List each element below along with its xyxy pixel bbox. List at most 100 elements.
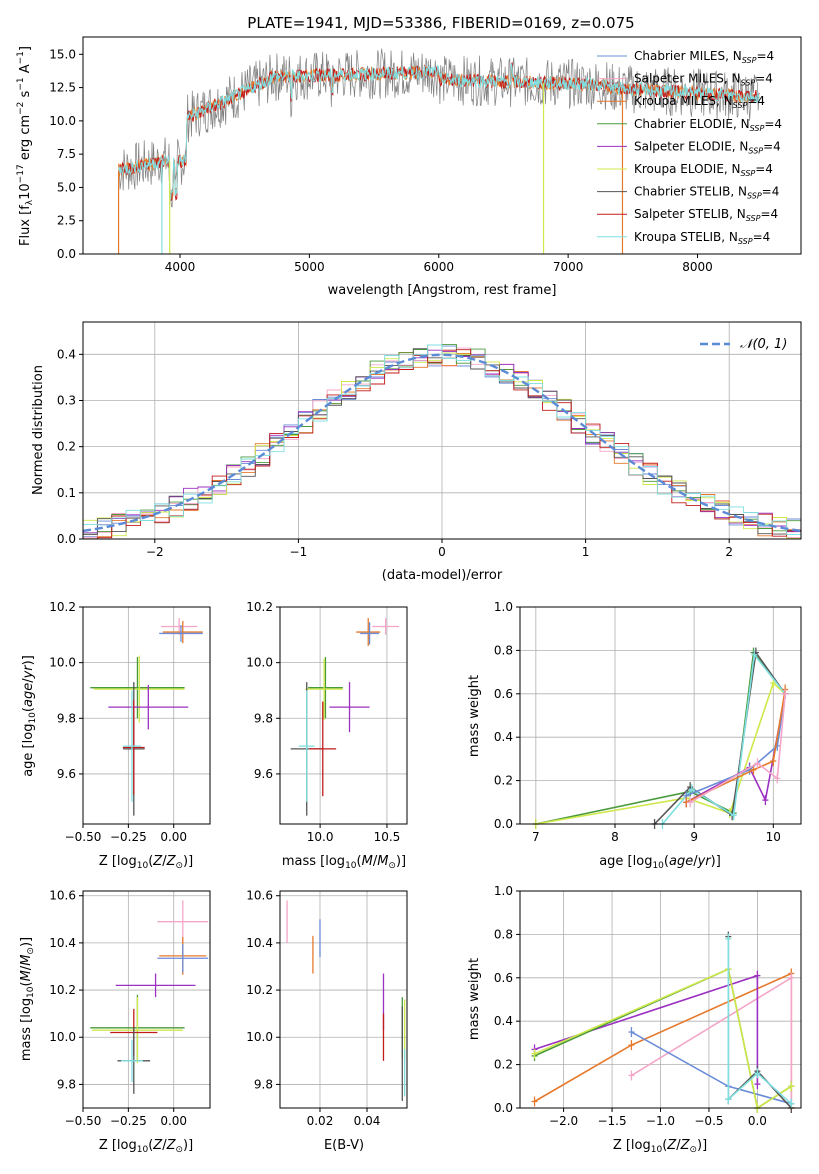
y-tick-label: 0.2 [57,440,76,454]
legend-subscript: SSP [747,192,762,201]
model-spectrum-kroupa_stelib [118,63,760,200]
legend-text: Kroupa MILES, N [634,94,733,108]
series-line-kroupa_stelib [727,938,792,1105]
residual-ylabel: Normed distribution [31,365,46,495]
age-vs-z-panel: −0.50 −0.25 0.00 9.6 9.8 10.0 10.2 Z [log10(Z/… [21,600,211,871]
legend-value: =4 [764,117,782,131]
y-tick-label: 0.0 [57,247,76,261]
x-tick-label: 0.00 [160,1114,187,1128]
x-tick-label: −0.5 [694,1114,723,1128]
x-tick-label: 10 [766,830,781,844]
age-vs-mass-panel: 10.0 10.5 9.6 9.8 10.0 10.2 mass [log10(M/M⊙)… [246,600,408,871]
x-tick-label: 10.5 [374,830,401,844]
legend-subscript: SSP [741,169,756,178]
legend-label-kroupa_stelib: Kroupa STELIB, NSSP=4 [634,230,770,246]
y-tick-label: 10.0 [246,656,273,670]
x-tick-label: −2.0 [549,1114,578,1128]
legend-label-salpeter_miles: Salpeter MILES, NSSP=4 [634,72,773,88]
x-tick-label: −0.25 [110,830,147,844]
mass-vs-ebv-xlabel: E(B-V) [324,1138,364,1153]
histogram-kroupa_stelib [83,344,801,535]
x-tick-label: 7000 [553,260,584,274]
legend-text: Chabrier MILES, N [634,49,742,63]
series-line-kroupa_elodie [534,967,792,1110]
x-tick-label: 0.02 [307,1114,334,1128]
legend-value: =4 [762,185,780,199]
y-tick-label: 10.0 [49,656,76,670]
normal-legend-label: 𝒩(0, 1) [740,337,787,352]
y-tick-label: 0.8 [494,927,513,941]
y-tick-label: 0.4 [494,1014,513,1028]
massweight-vs-z-xlabel: Z [log10(Z/Z⊙)] [613,1138,707,1155]
y-tick-label: 10.0 [246,1030,273,1044]
y-tick-label: 12.5 [49,81,76,95]
x-tick-label: 0.00 [160,830,187,844]
age-vs-z-ylabel: age [log10(age/yr)] [21,655,38,777]
residual-xlabel: (data-model)/error [382,568,503,583]
legend-label-kroupa_elodie: Kroupa ELODIE, NSSP=4 [634,162,773,178]
mass-vs-z-ylabel: mass [log10(M/M⊙)] [19,937,36,1061]
legend-value: =4 [760,207,778,221]
y-tick-label: 0.0 [494,817,513,831]
y-tick-label: 0.3 [57,393,76,407]
spectrum-lines [117,48,760,254]
y-tick-label: 10.4 [49,936,76,950]
x-tick-label: 9 [690,830,698,844]
mass-vs-ebv-plot: 0.02 0.04 9.8 10.0 10.2 10.4 10.6 [246,889,407,1128]
massweight-vs-age-xlabel: age [log10(age/yr)] [599,854,721,871]
mass-vs-z-panel: −0.50 −0.25 0.00 9.8 10.0 10.2 10.4 10.6 Z [log… [19,889,211,1155]
y-tick-label: 10.0 [49,114,76,128]
legend-subscript: SSP [741,79,756,88]
y-tick-label: 0.0 [57,532,76,546]
y-tick-label: 10.6 [49,889,76,903]
spectrum-ticks: 4000 5000 6000 7000 8000 0.0 2.5 5.0 7.5 10.0 12.5… [49,47,712,274]
y-tick-label: 0.2 [494,774,513,788]
legend-label-chabrier_stelib: Chabrier STELIB, NSSP=4 [634,185,779,201]
massweight-vs-age-ylabel: mass weight [467,675,482,757]
y-tick-label: 10.6 [246,889,273,903]
mass-vs-z-xlabel: Z [log10(Z/Z⊙)] [99,1138,193,1155]
series-line-kroupa_miles [685,689,786,804]
y-tick-label: 9.6 [57,767,76,781]
legend-value: =4 [755,72,773,86]
legend-label-chabrier_miles: Chabrier MILES, NSSP=4 [634,49,774,65]
y-tick-label: 9.8 [254,1077,273,1091]
x-tick-label: 0.0 [748,1114,767,1128]
legend-text: Kroupa STELIB, N [634,230,738,244]
y-tick-label: 0.2 [494,1058,513,1072]
x-tick-label: −1 [290,545,308,559]
x-tick-label: −0.25 [110,1114,147,1128]
age-vs-z-plot: −0.50 −0.25 0.00 9.6 9.8 10.0 10.2 [49,600,210,844]
legend-text: Salpeter MILES, N [634,72,741,86]
y-tick-label: 0.4 [57,347,76,361]
y-tick-label: 0.4 [494,730,513,744]
x-tick-label: 6000 [423,260,454,274]
y-tick-label: 1.0 [494,600,513,614]
y-tick-label: 9.8 [57,1077,76,1091]
x-tick-label: 4000 [165,260,196,274]
spectrum-title: PLATE=1941, MJD=53386, FIBERID=0169, z=0… [247,14,634,32]
y-tick-label: 10.2 [49,983,76,997]
legend-value: =4 [747,94,765,108]
x-tick-label: −0.50 [65,830,102,844]
legend-subscript: SSP [750,124,765,133]
y-tick-label: 10.4 [246,936,273,950]
y-tick-label: 0.1 [57,486,76,500]
x-tick-label: 8000 [682,260,713,274]
age-vs-mass-plot: 10.0 10.5 9.6 9.8 10.0 10.2 [246,600,407,844]
x-tick-label: 1 [582,545,590,559]
x-tick-label: −0.50 [65,1114,102,1128]
legend-label-salpeter_elodie: Salpeter ELODIE, NSSP=4 [634,139,781,155]
legend-label-kroupa_miles: Kroupa MILES, NSSP=4 [634,94,765,110]
residual-panel: −2 −1 0 1 2 0.0 0.1 0.2 0.3 0.4 𝒩(0, 1) (data-mod… [31,321,802,583]
y-tick-label: 5.0 [57,180,76,194]
legend-value: =4 [753,230,771,244]
legend-text: Kroupa ELODIE, N [634,162,741,176]
legend-subscript: SSP [746,214,761,223]
legend-label-chabrier_elodie: Chabrier ELODIE, NSSP=4 [634,117,782,133]
legend-value: =4 [755,162,773,176]
y-tick-label: 0.6 [494,971,513,985]
age-vs-mass-xlabel: mass [log10(M/M⊙)] [282,854,406,871]
